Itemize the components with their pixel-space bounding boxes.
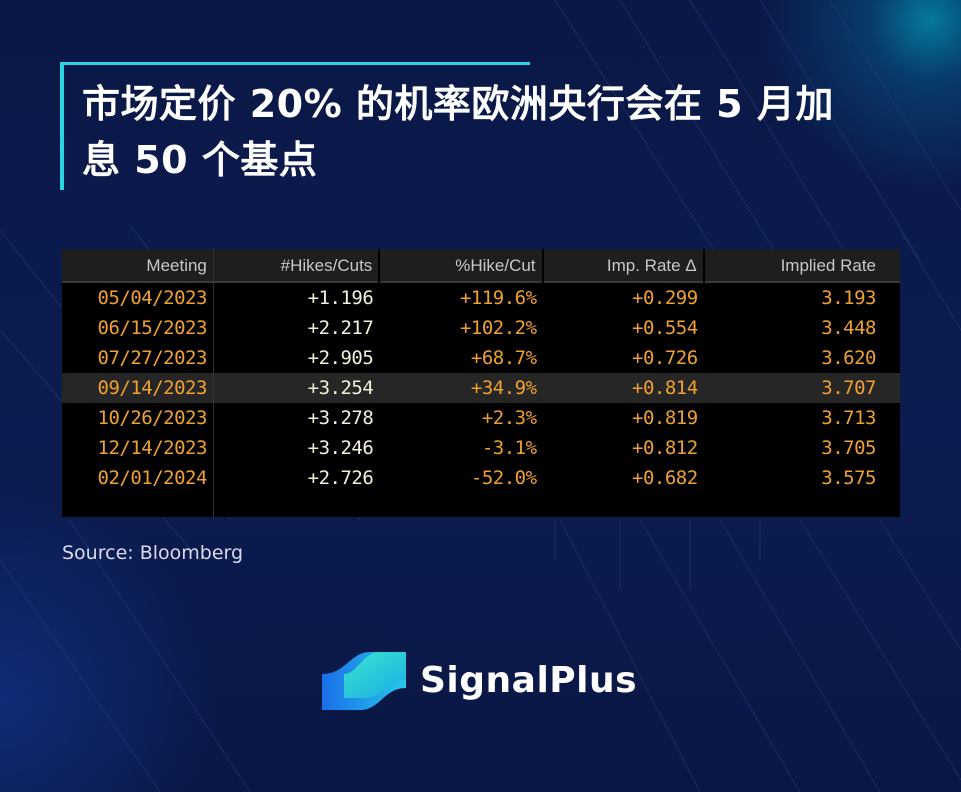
source-caption: Source: Bloomberg <box>62 542 244 564</box>
cell-pct: -3.1% <box>481 437 537 459</box>
column-header-pct-hike-cut: %Hike/Cut <box>379 249 544 283</box>
cell-implied-rate: 3.575 <box>821 467 876 489</box>
cell-hikes: +2.905 <box>307 347 374 369</box>
title-accent-bar <box>60 62 64 190</box>
cell-hikes: +2.726 <box>307 467 374 489</box>
table-row: 02/01/2024 +2.726 -52.0% +0.682 3.575 <box>62 463 900 493</box>
cell-imp-rate: +0.819 <box>632 407 698 429</box>
cell-imp-rate: +0.554 <box>632 317 698 339</box>
cell-meeting: 10/26/2023 <box>62 403 214 433</box>
cell-pct: +102.2% <box>459 317 537 339</box>
table-row-highlighted: 09/14/2023 +3.254 +34.9% +0.814 3.707 <box>62 373 900 403</box>
cell-implied-rate: 3.620 <box>821 347 876 369</box>
spacer-cell <box>543 493 704 519</box>
rate-probability-table: Meeting #Hikes/Cuts %Hike/Cut Imp. Rate … <box>62 249 900 519</box>
spacer-cell <box>213 493 379 519</box>
cell-pct: +68.7% <box>470 347 537 369</box>
cell-hikes: +3.254 <box>307 377 374 399</box>
spacer-cell <box>704 493 900 519</box>
cell-implied-rate: 3.705 <box>821 437 876 459</box>
cell-imp-rate: +0.812 <box>632 437 698 459</box>
table-row: 06/15/2023 +2.217 +102.2% +0.554 3.448 <box>62 313 900 343</box>
brand-name: SignalPlus <box>420 660 638 701</box>
cell-pct: +2.3% <box>481 407 537 429</box>
cell-meeting: 05/04/2023 <box>62 283 214 313</box>
cell-meeting: 09/14/2023 <box>62 373 214 403</box>
cell-meeting: 06/15/2023 <box>62 313 214 343</box>
signalplus-logo-icon <box>322 652 406 710</box>
cell-implied-rate: 3.707 <box>821 377 876 399</box>
cell-imp-rate: +0.726 <box>632 347 698 369</box>
cell-pct: -52.0% <box>470 467 537 489</box>
table-spacer-row <box>62 493 900 519</box>
column-header-hikes-cuts: #Hikes/Cuts <box>213 249 381 283</box>
cell-meeting: 07/27/2023 <box>62 343 214 373</box>
page-title: 市场定价 20% 的机率欧洲央行会在 5 月加息 50 个基点 <box>82 82 834 182</box>
column-header-imp-rate-delta: Imp. Rate Δ <box>542 249 705 283</box>
cell-imp-rate: +0.814 <box>632 377 698 399</box>
cell-implied-rate: 3.713 <box>821 407 876 429</box>
cell-hikes: +2.217 <box>307 317 374 339</box>
cell-imp-rate: +0.682 <box>632 467 698 489</box>
table-row: 07/27/2023 +2.905 +68.7% +0.726 3.620 <box>62 343 900 373</box>
title-accent-top <box>60 62 530 65</box>
cell-hikes: +3.278 <box>307 407 374 429</box>
cell-implied-rate: 3.448 <box>821 317 876 339</box>
cell-meeting: 02/01/2024 <box>62 463 214 493</box>
column-header-implied-rate: Implied Rate <box>704 249 900 283</box>
cell-implied-rate: 3.193 <box>821 287 876 309</box>
table-row: 05/04/2023 +1.196 +119.6% +0.299 3.193 <box>62 283 900 313</box>
cell-hikes: +3.246 <box>307 437 374 459</box>
cell-imp-rate: +0.299 <box>632 287 698 309</box>
cell-meeting: 12/14/2023 <box>62 433 214 463</box>
cell-hikes: +1.196 <box>307 287 374 309</box>
table-row: 10/26/2023 +3.278 +2.3% +0.819 3.713 <box>62 403 900 433</box>
spacer-cell <box>379 493 542 519</box>
cell-pct: +34.9% <box>470 377 537 399</box>
table-header-row: Meeting #Hikes/Cuts %Hike/Cut Imp. Rate … <box>62 249 900 283</box>
data-table: Meeting #Hikes/Cuts %Hike/Cut Imp. Rate … <box>62 249 900 519</box>
table-row: 12/14/2023 +3.246 -3.1% +0.812 3.705 <box>62 433 900 463</box>
spacer-cell <box>62 493 214 519</box>
column-header-meeting: Meeting <box>62 249 214 283</box>
cell-pct: +119.6% <box>459 287 537 309</box>
signalplus-logo: SignalPlus <box>322 648 662 716</box>
